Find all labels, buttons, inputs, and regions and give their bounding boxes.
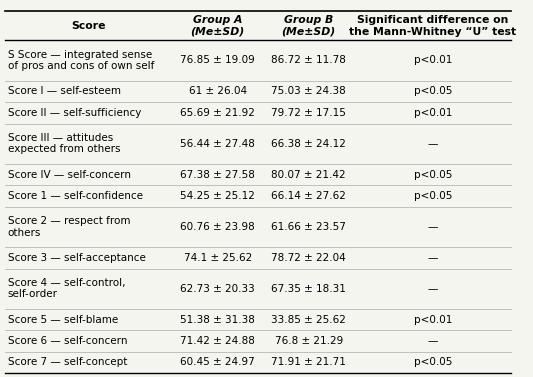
Text: —: — [427, 253, 438, 263]
Text: Score II — self-sufficiency: Score II — self-sufficiency [8, 108, 141, 118]
Text: 67.38 ± 27.58: 67.38 ± 27.58 [180, 170, 255, 179]
Text: 66.14 ± 27.62: 66.14 ± 27.62 [271, 191, 346, 201]
Text: —: — [427, 336, 438, 346]
Text: p<0.01: p<0.01 [414, 55, 452, 66]
Text: p<0.05: p<0.05 [414, 170, 452, 179]
Text: p<0.05: p<0.05 [414, 86, 452, 96]
Text: 62.73 ± 20.33: 62.73 ± 20.33 [180, 284, 255, 294]
Text: p<0.01: p<0.01 [414, 314, 452, 325]
Text: 74.1 ± 25.62: 74.1 ± 25.62 [183, 253, 252, 263]
Text: —: — [427, 139, 438, 149]
Text: Score: Score [71, 21, 106, 31]
Text: 60.45 ± 24.97: 60.45 ± 24.97 [180, 357, 255, 368]
Text: Score 4 — self-control,
self-order: Score 4 — self-control, self-order [8, 278, 125, 299]
Text: 61 ± 26.04: 61 ± 26.04 [189, 86, 247, 96]
Text: 78.72 ± 22.04: 78.72 ± 22.04 [271, 253, 346, 263]
Text: Score 6 — self-concern: Score 6 — self-concern [8, 336, 127, 346]
Text: 71.91 ± 21.71: 71.91 ± 21.71 [271, 357, 346, 368]
Text: 75.03 ± 24.38: 75.03 ± 24.38 [271, 86, 346, 96]
Text: Score I — self-esteem: Score I — self-esteem [8, 86, 121, 96]
Text: Score 3 — self-acceptance: Score 3 — self-acceptance [8, 253, 146, 263]
Text: 71.42 ± 24.88: 71.42 ± 24.88 [180, 336, 255, 346]
Text: 67.35 ± 18.31: 67.35 ± 18.31 [271, 284, 346, 294]
Text: 60.76 ± 23.98: 60.76 ± 23.98 [180, 222, 255, 232]
Text: 80.07 ± 21.42: 80.07 ± 21.42 [271, 170, 346, 179]
Text: —: — [427, 222, 438, 232]
Text: 86.72 ± 11.78: 86.72 ± 11.78 [271, 55, 346, 66]
Text: 76.85 ± 19.09: 76.85 ± 19.09 [180, 55, 255, 66]
Text: 54.25 ± 25.12: 54.25 ± 25.12 [180, 191, 255, 201]
Text: p<0.01: p<0.01 [414, 108, 452, 118]
Text: Group B
(Me±SD): Group B (Me±SD) [281, 15, 336, 37]
Text: 56.44 ± 27.48: 56.44 ± 27.48 [180, 139, 255, 149]
Text: Score III — attitudes
expected from others: Score III — attitudes expected from othe… [8, 133, 120, 155]
Text: Group A
(Me±SD): Group A (Me±SD) [191, 15, 245, 37]
Text: Score 5 — self-blame: Score 5 — self-blame [8, 314, 118, 325]
Text: 79.72 ± 17.15: 79.72 ± 17.15 [271, 108, 346, 118]
Text: —: — [427, 284, 438, 294]
Text: p<0.05: p<0.05 [414, 357, 452, 368]
Text: Score 1 — self-confidence: Score 1 — self-confidence [8, 191, 143, 201]
Text: S Score — integrated sense
of pros and cons of own self: S Score — integrated sense of pros and c… [8, 50, 154, 71]
Text: 61.66 ± 23.57: 61.66 ± 23.57 [271, 222, 346, 232]
Text: 76.8 ± 21.29: 76.8 ± 21.29 [274, 336, 343, 346]
Text: 33.85 ± 25.62: 33.85 ± 25.62 [271, 314, 346, 325]
Text: Score IV — self-concern: Score IV — self-concern [8, 170, 131, 179]
Text: Score 2 — respect from
others: Score 2 — respect from others [8, 216, 130, 238]
Text: 65.69 ± 21.92: 65.69 ± 21.92 [180, 108, 255, 118]
Text: 51.38 ± 31.38: 51.38 ± 31.38 [180, 314, 255, 325]
Text: Score 7 — self-concept: Score 7 — self-concept [8, 357, 127, 368]
Text: Significant difference on
the Mann-Whitney “U” test: Significant difference on the Mann-Whitn… [349, 15, 516, 37]
Text: 66.38 ± 24.12: 66.38 ± 24.12 [271, 139, 346, 149]
Text: p<0.05: p<0.05 [414, 191, 452, 201]
